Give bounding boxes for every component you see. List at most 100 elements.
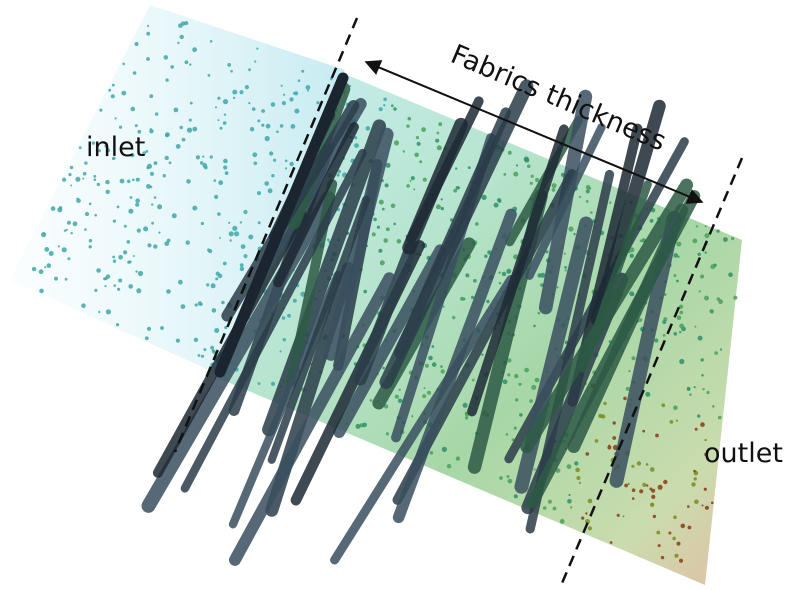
particle [484, 255, 487, 258]
particle [111, 94, 115, 98]
particle [670, 420, 674, 424]
particle [456, 456, 460, 460]
particle [422, 394, 426, 398]
particle [435, 139, 439, 143]
particle [534, 468, 536, 470]
particle [294, 109, 299, 114]
particle [230, 239, 232, 241]
particle [673, 253, 678, 258]
particle [58, 245, 60, 247]
particle [106, 274, 110, 278]
particle [150, 186, 153, 189]
particle [694, 386, 696, 388]
particle [640, 239, 643, 242]
particle [585, 512, 587, 514]
particle [62, 247, 67, 252]
particle [79, 146, 82, 149]
particle [223, 159, 228, 164]
particle [380, 260, 385, 265]
particle [211, 283, 216, 288]
particle [136, 178, 140, 182]
particle [281, 85, 283, 87]
particle [377, 226, 380, 229]
particle [651, 495, 655, 499]
particle [679, 331, 681, 333]
particle [455, 167, 457, 169]
particle [508, 479, 513, 484]
particle [157, 204, 162, 209]
particle [149, 94, 153, 98]
particle [613, 421, 616, 424]
particle [99, 109, 102, 112]
particle [677, 315, 682, 320]
particle [271, 382, 275, 386]
particle [486, 300, 489, 303]
particle [252, 152, 257, 157]
particle [658, 544, 661, 547]
particle [699, 290, 701, 292]
particle [529, 399, 533, 403]
particle [373, 218, 377, 222]
particle [143, 226, 148, 231]
particle [679, 559, 683, 563]
particle [214, 328, 219, 333]
particle [223, 99, 228, 104]
particle [706, 391, 709, 394]
particle [623, 397, 627, 401]
particle [127, 180, 131, 184]
particle [696, 225, 698, 227]
particle [552, 183, 557, 188]
particle [106, 190, 110, 194]
particle [176, 144, 181, 149]
particle [218, 119, 220, 121]
particle [441, 369, 445, 373]
particle [112, 256, 115, 259]
particle [414, 153, 419, 158]
particle [655, 434, 659, 438]
particle [527, 164, 531, 168]
particle [271, 174, 274, 177]
particle [663, 334, 666, 337]
particle [117, 288, 120, 291]
particle [280, 350, 282, 352]
particle [507, 373, 510, 376]
particle [530, 182, 533, 185]
particle [105, 180, 109, 184]
particle [192, 206, 197, 211]
particle [588, 526, 592, 530]
particle [219, 237, 221, 239]
particle [691, 482, 695, 486]
particle [121, 91, 126, 96]
particle [252, 107, 256, 111]
particle [285, 167, 287, 169]
particle [442, 447, 447, 452]
particle [398, 399, 403, 404]
particle [603, 402, 606, 405]
particle [440, 365, 443, 368]
particle [567, 464, 572, 469]
particle [661, 403, 665, 407]
particle [728, 272, 733, 277]
particle [160, 326, 164, 330]
particle [208, 74, 211, 77]
particle [452, 316, 455, 319]
particle [651, 503, 653, 505]
particle [416, 136, 419, 139]
particle [513, 172, 518, 177]
particle [248, 68, 251, 71]
particle [245, 85, 249, 89]
particle [710, 264, 715, 269]
particle [704, 296, 709, 301]
particle [118, 279, 122, 283]
particle [712, 405, 714, 407]
particle [672, 537, 676, 541]
particle [458, 187, 460, 189]
particle [163, 174, 166, 177]
particle [67, 221, 71, 225]
particle [264, 181, 269, 186]
particle [676, 242, 681, 247]
particle [423, 178, 427, 182]
particle [196, 155, 200, 159]
particle [701, 358, 704, 361]
particle [115, 117, 117, 119]
